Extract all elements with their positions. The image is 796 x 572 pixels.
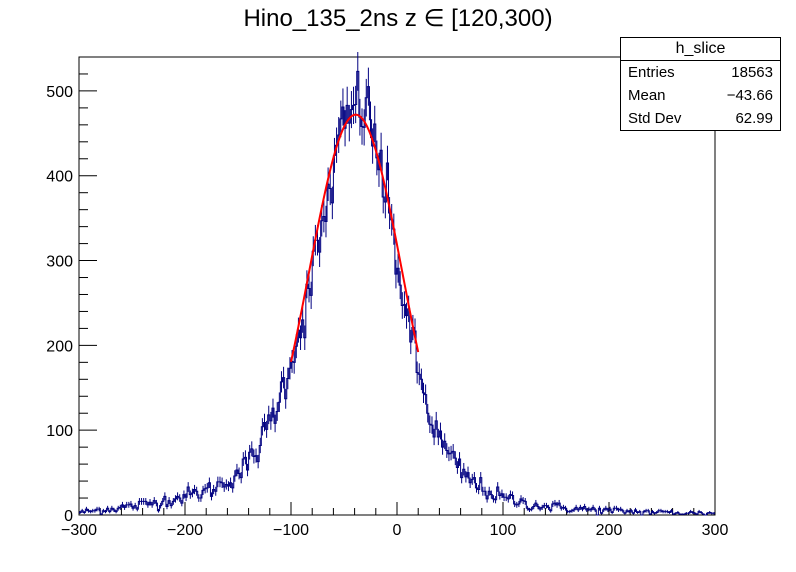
x-tick-label: 100 <box>490 522 517 539</box>
x-tick-label: −200 <box>167 522 203 539</box>
y-tick-label: 100 <box>46 423 73 440</box>
stats-box-title: h_slice <box>621 38 780 61</box>
stats-value: −43.66 <box>726 87 773 104</box>
stats-row-entries: Entries 18563 <box>621 61 780 84</box>
y-tick-label: 300 <box>46 254 73 271</box>
stats-value: 18563 <box>731 64 773 81</box>
gaussian-fit-curve <box>290 113 420 363</box>
x-tick-label: −100 <box>273 522 309 539</box>
stats-box: h_slice Entries 18563 Mean −43.66 Std De… <box>620 37 781 131</box>
stats-label: Std Dev <box>628 110 682 127</box>
y-tick-label: 200 <box>46 338 73 355</box>
x-tick-label: 0 <box>393 522 402 539</box>
histogram-line <box>79 70 715 516</box>
y-tick-label: 0 <box>64 508 73 525</box>
x-tick-label: 200 <box>596 522 623 539</box>
tick-labels: −300 −200 −100 0 100 200 300 0 100 200 300 400 500 <box>46 84 728 539</box>
y-tick-label: 400 <box>46 169 73 186</box>
stats-value: 62.99 <box>735 110 773 127</box>
chart-title: Hino_135_2ns z ∈ [120,300) <box>243 5 553 32</box>
axis-ticks <box>78 56 716 516</box>
histogram-bars <box>79 52 715 516</box>
stats-row-std-dev: Std Dev 62.99 <box>621 107 780 130</box>
stats-label: Entries <box>628 64 675 81</box>
x-tick-label: −300 <box>61 522 97 539</box>
stats-row-mean: Mean −43.66 <box>621 84 780 107</box>
y-tick-label: 500 <box>46 84 73 101</box>
stats-label: Mean <box>628 87 666 104</box>
x-tick-label: 300 <box>702 522 729 539</box>
